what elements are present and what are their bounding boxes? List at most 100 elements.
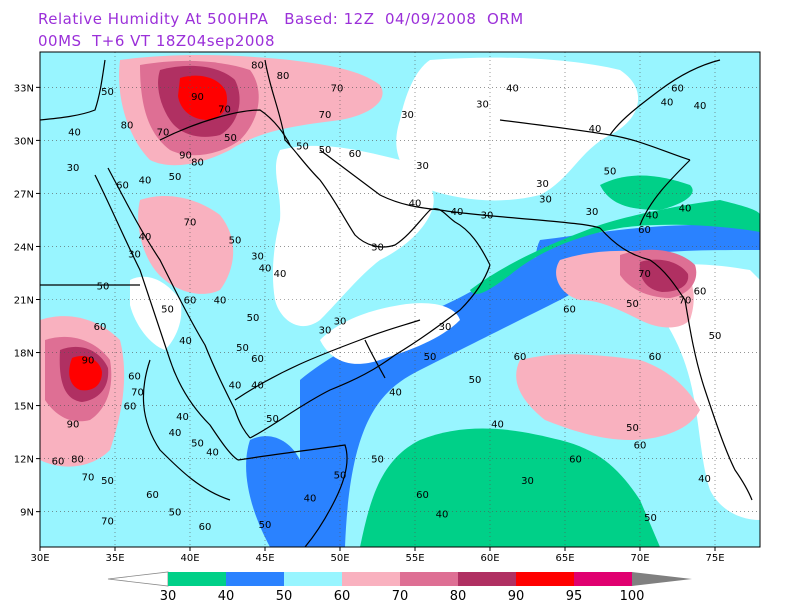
contour-label: 40 <box>206 448 219 459</box>
colorbar-segment <box>574 572 632 586</box>
y-tick-label: 12N <box>14 455 34 466</box>
contour-label: 40 <box>506 83 519 94</box>
contour-label: 40 <box>698 474 711 485</box>
contour-label: 30 <box>481 211 494 222</box>
y-tick-label: 9N <box>20 508 34 519</box>
chart-title: Relative Humidity At 500HPA Based: 12Z 0… <box>38 10 524 28</box>
contour-label: 40 <box>694 101 707 112</box>
contour-label: 50 <box>371 455 384 466</box>
x-tick-label: 75E <box>705 553 724 564</box>
field-green-band <box>360 428 660 547</box>
contour-label: 70 <box>319 110 332 121</box>
border-ethiopia <box>142 359 231 501</box>
contour-label: 60 <box>634 440 647 451</box>
colorbar-label: 80 <box>450 589 467 600</box>
contour-label: 40 <box>646 211 659 222</box>
coast-levant <box>40 59 106 121</box>
contour-label: 50 <box>296 142 309 153</box>
contour-label: 60 <box>514 352 527 363</box>
contour-label: 70 <box>157 128 170 139</box>
colorbar-segment <box>284 572 342 586</box>
contour-label: 30 <box>334 317 347 328</box>
contour-label: 70 <box>82 472 95 483</box>
contour-label: 80 <box>71 455 84 466</box>
x-tick-label: 50E <box>330 553 349 564</box>
contour-label: 80 <box>191 158 204 169</box>
contour-label: 50 <box>161 304 174 315</box>
coast-arabia-redsea <box>107 167 251 439</box>
contour-label: 50 <box>334 471 347 482</box>
contour-label: 30 <box>416 161 429 172</box>
contour-label: 40 <box>679 204 692 215</box>
colorbar-label: 100 <box>620 589 645 600</box>
contour-label: 60 <box>416 490 429 501</box>
contour-label: 50 <box>191 439 204 450</box>
coast-africa-redsea <box>94 174 239 461</box>
x-tick-label: 55E <box>405 553 424 564</box>
contour-label: 40 <box>304 494 317 505</box>
contour-label: 50 <box>709 331 722 342</box>
contour-label: 60 <box>569 455 582 466</box>
x-tick-label: 45E <box>255 553 274 564</box>
contour-label: 40 <box>229 380 242 391</box>
contour-label: 40 <box>176 412 189 423</box>
colorbar-label: 90 <box>508 589 525 600</box>
field-blue-west <box>246 436 300 547</box>
colorbar-label: 40 <box>218 589 235 600</box>
coast-india-west <box>599 227 753 501</box>
field-dry-iran <box>396 57 639 201</box>
contour-label: 70 <box>218 105 231 116</box>
axis-ticks: 30E 35E 40E 45E 50E 55E 60E 65E 70E 75E 9N 12N 15N 18… <box>14 83 725 564</box>
contour-label: 40 <box>214 296 227 307</box>
contour-label: 30 <box>521 476 534 487</box>
contour-label: 40 <box>409 198 422 209</box>
border-pak-afghan <box>609 59 721 136</box>
contour-label: 60 <box>146 490 159 501</box>
field-dry-sea <box>320 303 460 364</box>
contour-label: 50 <box>424 352 437 363</box>
contour-label: 70 <box>184 218 197 229</box>
contour-label: 80 <box>121 120 134 131</box>
contour-label: 80 <box>277 71 290 82</box>
colorbar-segment <box>226 572 284 586</box>
contour-label: 30 <box>319 326 332 337</box>
colorbar-segment <box>400 572 458 586</box>
contour-label: 50 <box>236 343 249 354</box>
contour-label: 90 <box>191 92 204 103</box>
colorbar-label: 70 <box>392 589 409 600</box>
field-dry-arabia <box>272 145 434 327</box>
contour-label: 50 <box>101 87 114 98</box>
field-dark-india <box>639 259 689 292</box>
contour-label: 60 <box>199 522 212 533</box>
field-red-horn <box>69 355 102 391</box>
border-yemen-oman <box>364 339 386 379</box>
contour-label: 30 <box>67 163 80 174</box>
contour-label: 60 <box>671 83 684 94</box>
coast-persian-gulf <box>284 139 491 266</box>
colorbar-segment <box>458 572 516 586</box>
contour-label: 40 <box>139 232 152 243</box>
contour-label: 30 <box>586 207 599 218</box>
contour-label: 30 <box>128 250 141 261</box>
colorbar-label: 95 <box>566 589 583 600</box>
contour-label: 50 <box>266 414 279 425</box>
contour-label: 40 <box>251 380 264 391</box>
contour-label: 30 <box>439 322 452 333</box>
field-blue-east <box>536 225 760 300</box>
contour-label: 30 <box>539 195 552 206</box>
contour-label: 40 <box>68 128 81 139</box>
contour-label: 30 <box>371 242 384 253</box>
contour-label: 30 <box>401 110 414 121</box>
field-dry-ethiopia <box>130 276 182 350</box>
contour-label: 50 <box>644 513 657 524</box>
contour-label: 70 <box>101 516 114 527</box>
contour-label: 60 <box>694 287 707 298</box>
contour-label: 40 <box>274 269 287 280</box>
y-tick-label: 18N <box>14 349 34 360</box>
contour-label: 70 <box>638 269 651 280</box>
colorbar-label: 50 <box>276 589 293 600</box>
colorbar-label: 60 <box>334 589 351 600</box>
border-india-pak <box>639 159 691 226</box>
contour-label: 50 <box>469 375 482 386</box>
